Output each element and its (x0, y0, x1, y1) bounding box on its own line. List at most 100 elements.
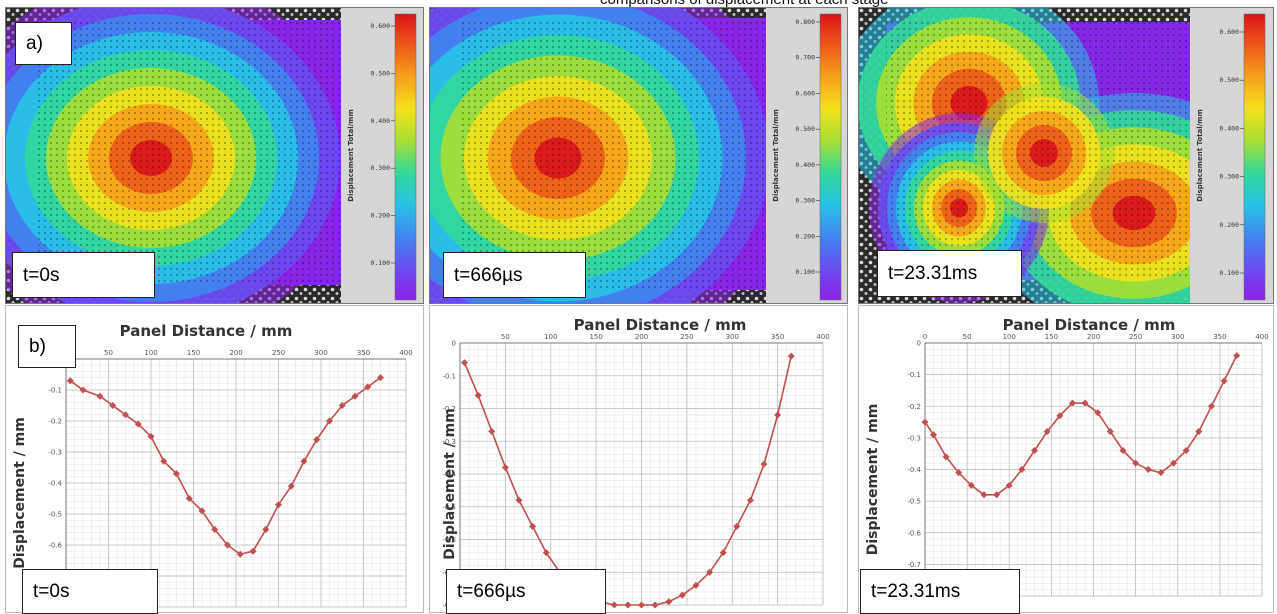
x-tick-label: 0 (923, 333, 927, 341)
colorbar-tick-label: 0.300 (1219, 173, 1239, 181)
data-point (746, 496, 754, 504)
data-point (351, 392, 359, 400)
data-point (461, 359, 469, 367)
speckle-overlay (886, 22, 1202, 280)
data-point (364, 383, 372, 391)
data-point (1081, 399, 1089, 407)
x-tick-label: 300 (726, 333, 739, 341)
data-point (1005, 481, 1013, 489)
colorbar-tick-label: 0.600 (370, 22, 390, 30)
y-tick-label: -0.3 (442, 438, 456, 446)
data-point (501, 463, 509, 471)
x-tick-label: 50 (104, 349, 113, 357)
data-point (942, 453, 950, 461)
data-point (692, 581, 700, 589)
x-tick-label: 350 (771, 333, 784, 341)
data-point (313, 436, 321, 444)
y-tick-label: -0.7 (907, 561, 921, 569)
colorbar-tick-label: 0.300 (370, 164, 390, 172)
y-tick-label: -0.5 (48, 511, 62, 519)
x-tick-label: 250 (680, 333, 693, 341)
displacement-contour-map: Displacement Total/mm 0.600 0.500 0.400 0.30… (6, 8, 423, 303)
x-tick-label: 400 (1255, 333, 1268, 341)
y-tick-label: -0.1 (442, 372, 456, 380)
data-point (665, 598, 673, 606)
figure-caption: comparisons of displacement at each stag… (0, 0, 1277, 10)
chart-title: Panel Distance / mm (1003, 316, 1176, 334)
displacement-contour-map: Displacement Total/mm 0.600 0.500 0.400 0.30… (859, 8, 1273, 303)
data-point (173, 470, 180, 478)
y-tick-label: -0.6 (442, 536, 456, 544)
data-point (719, 549, 727, 557)
y-tick-label: -0.1 (48, 387, 62, 395)
data-point (529, 522, 537, 530)
image-time-label: t=23.31ms (877, 250, 1022, 297)
colorbar-tick-label: 0.800 (795, 18, 815, 26)
y-tick-label: -0.3 (907, 434, 921, 442)
data-point (147, 433, 155, 440)
y-tick-label: -0.2 (907, 403, 921, 411)
y-tick-label: -0.2 (442, 405, 456, 413)
series-line (924, 355, 1238, 496)
data-point (651, 601, 659, 609)
data-point (1220, 377, 1228, 385)
data-point (1233, 352, 1241, 360)
x-tick-label: 300 (314, 349, 327, 357)
data-point (300, 457, 308, 465)
x-tick-label: 100 (1003, 333, 1016, 341)
colorbar-tick-label: 0.100 (795, 268, 815, 276)
data-point (1157, 469, 1165, 477)
data-point (1068, 399, 1076, 407)
dic-panel-0: Displacement Total/mm 0.600 0.500 0.400 0.30… (5, 7, 424, 304)
colorbar-tick-label: 0.200 (795, 232, 815, 240)
colorbar-tick-label: 0.100 (370, 259, 390, 267)
data-point (955, 469, 963, 477)
x-tick-label: 350 (357, 349, 370, 357)
x-tick-label: 150 (589, 333, 602, 341)
x-tick-label: 250 (272, 349, 285, 357)
x-tick-label: 400 (399, 349, 412, 357)
data-point (774, 411, 782, 419)
data-point (706, 568, 714, 576)
data-point (1094, 409, 1102, 417)
x-tick-label: 300 (1171, 333, 1184, 341)
colorbar-tick-label: 0.600 (795, 89, 815, 97)
profile-chart-2: 0 50 100 150 200 250 300 350 400 0 -0.1 -0.2 -0.3 -0.… (858, 305, 1274, 613)
colorbar-tick-label: 0.500 (795, 125, 815, 133)
panel-label-a: a) (15, 22, 72, 65)
data-point (1195, 428, 1203, 436)
data-point (1132, 459, 1140, 467)
colorbar-tick-label: 0.400 (370, 117, 390, 125)
y-tick-label: -0.4 (442, 471, 456, 479)
data-point (787, 352, 795, 360)
data-point (1144, 466, 1152, 473)
colorbar-title: Displacement Total/mm (1196, 109, 1204, 201)
data-point (287, 482, 295, 490)
data-point (79, 386, 87, 394)
data-point (249, 547, 257, 555)
colorbar-tick-label: 0.400 (1219, 124, 1239, 132)
data-point (109, 402, 117, 409)
data-point (993, 491, 1001, 499)
data-point (185, 495, 193, 502)
data-point (326, 417, 333, 425)
data-point (377, 374, 384, 382)
data-point (1170, 459, 1178, 467)
colorbar-title: Displacement Total/mm (347, 109, 355, 201)
x-tick-label: 150 (1045, 333, 1058, 341)
data-point (1119, 447, 1127, 455)
y-tick-label: 0 (917, 340, 921, 348)
data-point (610, 601, 618, 609)
data-point (1182, 447, 1190, 455)
y-tick-label: -0.5 (907, 498, 921, 506)
data-point (224, 541, 231, 549)
data-point (1031, 447, 1039, 455)
data-point (624, 601, 632, 609)
data-point (275, 501, 282, 509)
y-tick-label: 0 (452, 340, 456, 348)
y-tick-label: -0.2 (48, 418, 62, 426)
x-tick-label: 100 (144, 349, 157, 357)
colorbar-title: Displacement Total/mm (772, 109, 780, 201)
colorbar-tick-label: 0.100 (1219, 269, 1239, 277)
data-point (515, 496, 523, 504)
